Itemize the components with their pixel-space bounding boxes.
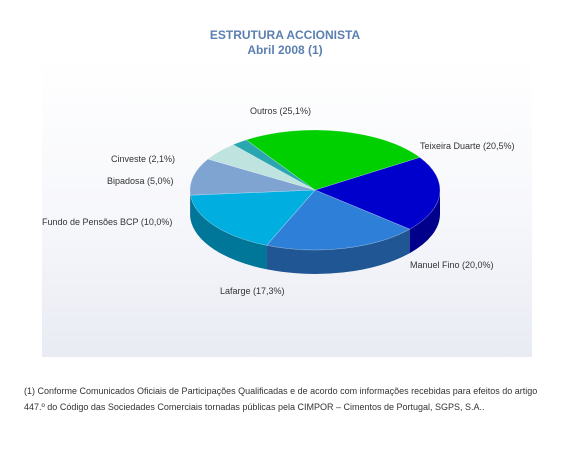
pie-labels: Teixeira Duarte (20,5%) Manuel Fino (20,0… — [42, 106, 515, 296]
pie-slice-side — [266, 229, 410, 274]
pie-slice-label: Cinveste (2,1%) — [111, 154, 175, 164]
pie-slice — [245, 129, 421, 191]
chart-title: ESTRUTURA ACCIONISTA — [209, 28, 361, 42]
pie-slice-label: Outros (25,1%) — [250, 106, 311, 116]
pie-slice — [314, 156, 441, 230]
pie-slices — [189, 129, 441, 251]
pie-slice-label: Lafarge (17,3%) — [220, 286, 285, 296]
pie-slice-label: Teixeira Duarte (20,5%) — [420, 141, 515, 151]
pie-slice — [207, 144, 316, 191]
pie-sides — [190, 190, 440, 274]
pie-slice — [265, 189, 411, 251]
pie-slice-side — [409, 190, 440, 254]
pie-slice — [190, 189, 316, 246]
pie-slice — [232, 139, 316, 191]
chart-subtitle: Abril 2008 (1) — [247, 43, 323, 57]
pie-slice-label: Fundo de Pensões BCP (10,0%) — [42, 217, 172, 227]
pie-slice-label: Bipadosa (5,0%) — [107, 176, 174, 186]
pie-slice — [189, 158, 316, 196]
pie-slice-side — [190, 195, 267, 270]
pie-slice-label: Manuel Fino (20,0%) — [410, 260, 494, 270]
footnote: (1) Conforme Comunicados Oficiais de Par… — [24, 386, 538, 412]
chart-title-block: ESTRUTURA ACCIONISTA Abril 2008 (1) — [0, 28, 570, 58]
